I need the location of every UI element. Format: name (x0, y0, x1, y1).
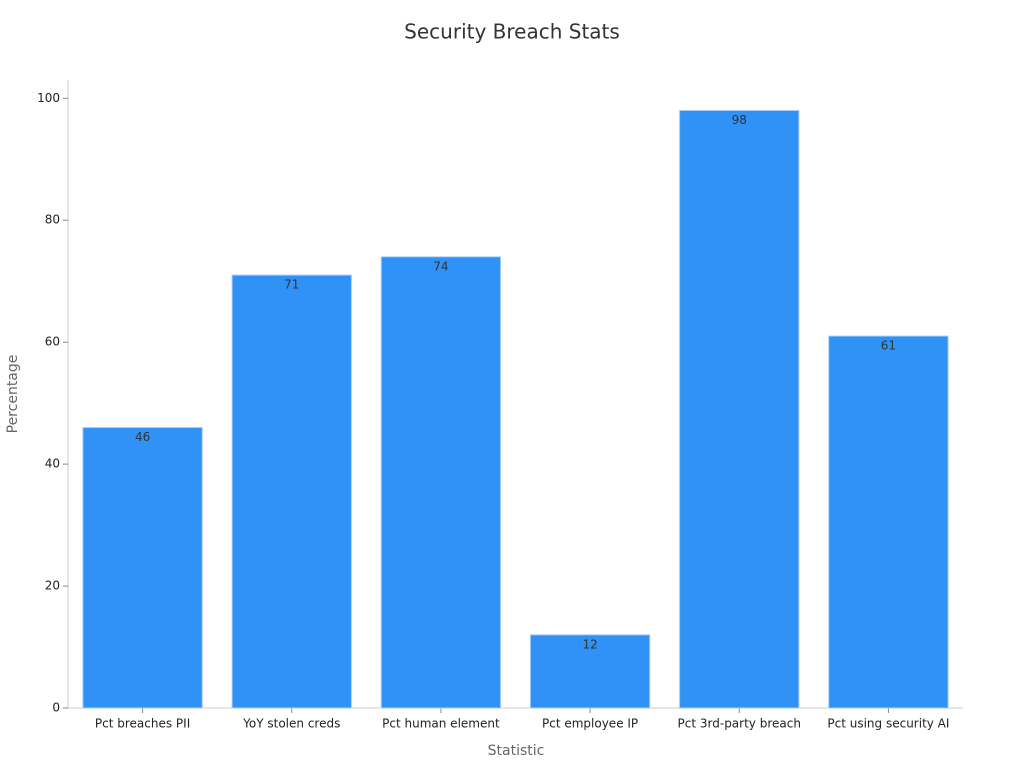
y-tick-label: 80 (45, 213, 60, 227)
chart-title: Security Breach Stats (404, 20, 620, 44)
bar (82, 427, 203, 709)
x-tick-label: Pct human element (382, 717, 500, 731)
x-tick-label: YoY stolen creds (242, 717, 340, 731)
bar (231, 274, 352, 709)
x-tick-label: Pct breaches PII (95, 717, 190, 731)
data-label: 46 (135, 430, 150, 444)
y-tick-label: 0 (52, 701, 60, 715)
data-label: 61 (881, 339, 896, 353)
x-tick-label: Pct using security AI (827, 717, 949, 731)
bar (529, 634, 651, 709)
y-tick-label: 20 (45, 579, 60, 593)
x-tick-label: Pct employee IP (542, 717, 638, 731)
y-tick-label: 60 (45, 335, 60, 349)
data-label: 98 (732, 113, 747, 127)
y-axis-title: Percentage (5, 355, 21, 434)
x-tick-label: Pct 3rd-party breach (678, 717, 801, 731)
data-label: 71 (284, 278, 299, 292)
data-label: 74 (433, 259, 448, 273)
y-tick-label: 100 (37, 91, 60, 105)
x-axis-title: Statistic (488, 743, 545, 759)
bar (679, 109, 800, 709)
bar (380, 256, 502, 709)
bar (828, 335, 949, 709)
y-tick-label: 40 (45, 457, 60, 471)
data-label: 12 (582, 637, 597, 651)
